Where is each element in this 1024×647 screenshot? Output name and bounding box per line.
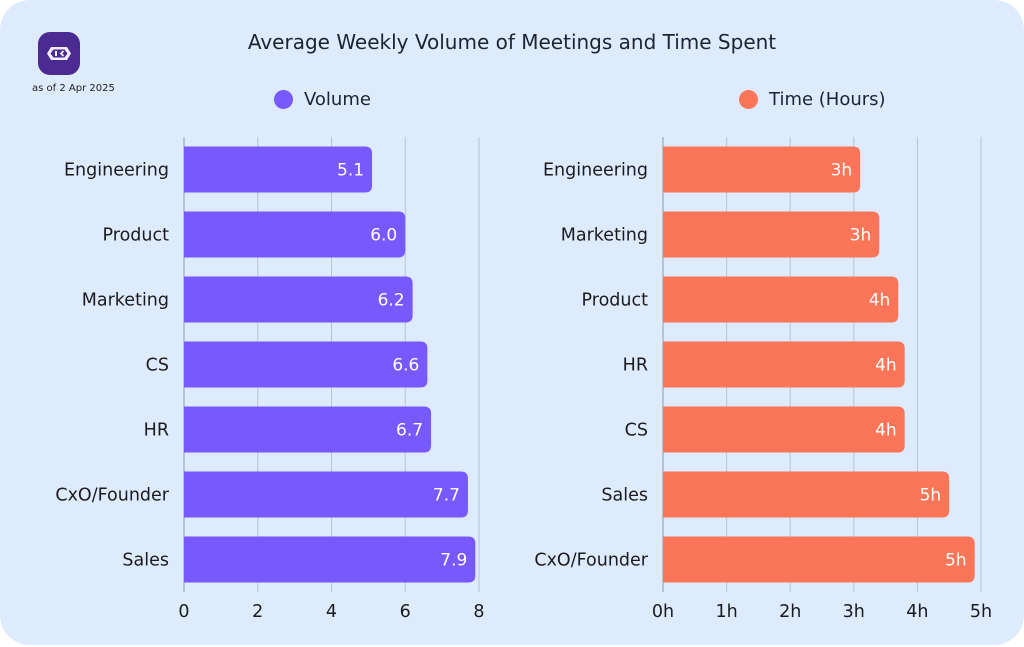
time-data-label: 4h	[875, 421, 897, 441]
time-category-label: Engineering	[543, 161, 648, 181]
volume-tick-label: 0	[178, 602, 189, 622]
volume-category-label: Engineering	[64, 161, 169, 181]
volume-category-label: CxO/Founder	[55, 486, 169, 506]
time-data-label: 4h	[875, 356, 897, 376]
legend-volume-label: Volume	[304, 89, 371, 110]
time-category-label: Sales	[601, 486, 648, 506]
volume-tick-label: 6	[400, 602, 411, 622]
time-data-label: 5h	[920, 486, 942, 506]
time-category-label: HR	[623, 356, 648, 376]
time-tick-label: 3h	[843, 602, 865, 622]
volume-tick-label: 2	[252, 602, 263, 622]
volume-bar	[184, 471, 468, 518]
volume-data-label: 6.0	[370, 226, 397, 246]
time-bar	[663, 146, 861, 193]
volume-data-label: 5.1	[337, 161, 364, 181]
time-bar	[663, 341, 905, 388]
volume-category-label: CS	[146, 356, 169, 376]
volume-tick-label: 8	[473, 602, 484, 622]
time-bar	[663, 536, 975, 583]
time-category-label: CxO/Founder	[534, 551, 648, 571]
volume-category-label: Product	[103, 226, 170, 246]
time-tick-label: 4h	[906, 602, 928, 622]
time-tick-label: 1h	[715, 602, 737, 622]
time-data-label: 5h	[945, 551, 967, 571]
legend-volume-swatch	[274, 90, 293, 109]
volume-category-label: Marketing	[82, 291, 169, 311]
time-category-label: Product	[582, 291, 649, 311]
time-bar	[663, 406, 905, 453]
volume-data-label: 6.6	[392, 356, 419, 376]
volume-data-label: 6.7	[396, 421, 423, 441]
time-data-label: 3h	[831, 161, 853, 181]
volume-data-label: 7.7	[433, 486, 460, 506]
chart-title: Average Weekly Volume of Meetings and Ti…	[247, 30, 777, 54]
volume-bar	[184, 211, 406, 258]
as-of-date: as of 2 Apr 2025	[32, 83, 115, 94]
time-data-label: 4h	[869, 291, 891, 311]
time-tick-label: 5h	[970, 602, 992, 622]
volume-bar	[184, 341, 428, 388]
time-tick-label: 2h	[779, 602, 801, 622]
legend-volume: Volume	[274, 89, 371, 110]
time-bar	[663, 211, 880, 258]
volume-bar	[184, 406, 432, 453]
time-category-label: CS	[625, 421, 648, 441]
volume-category-label: HR	[144, 421, 169, 441]
volume-data-label: 6.2	[378, 291, 405, 311]
time-bar	[663, 471, 950, 518]
time-bar	[663, 276, 899, 323]
volume-data-label: 7.9	[440, 551, 467, 571]
volume-category-label: Sales	[122, 551, 169, 571]
time-category-label: Marketing	[561, 226, 648, 246]
legend-time-swatch	[739, 90, 758, 109]
volume-bar	[184, 276, 413, 323]
volume-bar	[184, 146, 373, 193]
legend-time: Time (Hours)	[739, 89, 886, 110]
volume-tick-label: 4	[326, 602, 337, 622]
time-tick-label: 0h	[652, 602, 674, 622]
volume-bar	[184, 536, 476, 583]
legend-time-label: Time (Hours)	[769, 89, 886, 110]
robot-face-icon	[38, 32, 80, 75]
time-data-label: 3h	[850, 226, 872, 246]
